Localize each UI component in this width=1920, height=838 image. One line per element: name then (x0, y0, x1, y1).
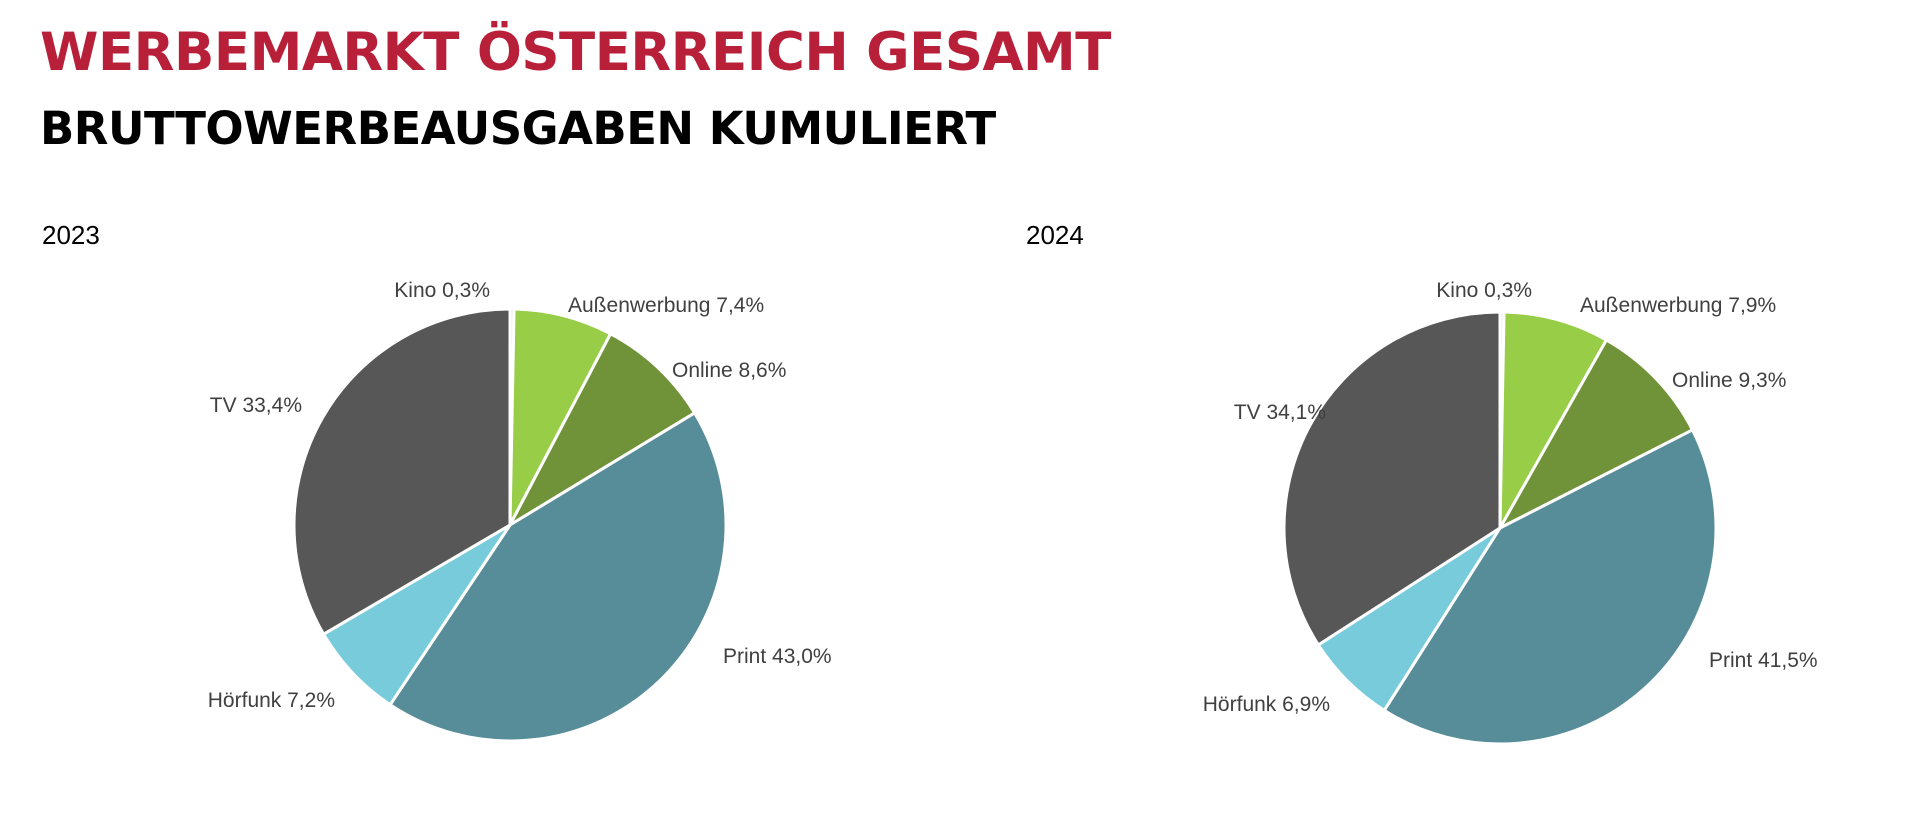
pie-chart-2023: 2023 Kino 0,3% Außenwerbung 7,4% Online 8,… (0, 210, 960, 810)
slice-label-print: Print 43,0% (723, 645, 832, 668)
page-subtitle: BRUTTOWERBEAUSGABEN KUMULIERT (40, 102, 996, 155)
slice-label-kino: Kino 0,3% (1436, 279, 1532, 302)
slice-label-kino: Kino 0,3% (394, 279, 490, 302)
slice-label-tv: TV 34,1% (1234, 401, 1326, 424)
slice-label-hörfunk: Hörfunk 7,2% (208, 689, 335, 712)
slice-label-online: Online 9,3% (1672, 369, 1786, 392)
pie-slice-online (508, 332, 697, 527)
pie-chart-svg: Kino 0,3% Außenwerbung 7,4% Online 8,6% Pri… (208, 279, 832, 743)
slice-label-online: Online 8,6% (672, 359, 786, 382)
pie-chart-2024: 2024 Kino 0,3% Außenwerbung 7,9% Online 9,… (960, 210, 1920, 810)
pie-slice-außenwerbung (508, 307, 613, 527)
slice-label-außenwerbung: Außenwerbung 7,4% (568, 294, 764, 317)
slice-label-hörfunk: Hörfunk 6,9% (1203, 693, 1330, 716)
page-title: WERBEMARKT ÖSTERREICH GESAMT (40, 22, 1111, 83)
pie-slice-print (1382, 428, 1718, 746)
pie-slice-außenwerbung (1498, 310, 1608, 530)
slice-label-tv: TV 33,4% (210, 394, 302, 417)
pie-chart-svg: Kino 0,3% Außenwerbung 7,9% Online 9,3% Pri… (1203, 279, 1818, 746)
pie-slice-tv (292, 307, 512, 636)
slice-label-außenwerbung: Außenwerbung 7,9% (1580, 294, 1776, 317)
pie-slice-print (388, 411, 728, 743)
pie-slice-tv (1282, 310, 1502, 647)
chart-title: 2024 (1026, 220, 1084, 250)
slice-label-print: Print 41,5% (1709, 649, 1818, 672)
chart-title: 2023 (42, 220, 100, 250)
pie-slice-online (1498, 338, 1694, 530)
